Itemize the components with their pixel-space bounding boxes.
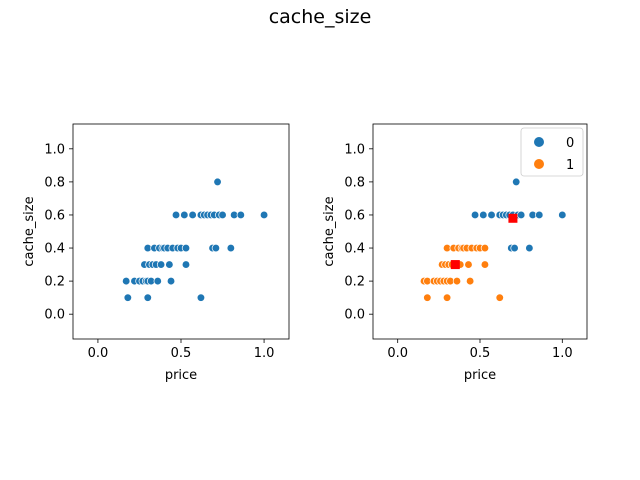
scatter-point [153,276,162,286]
scatter-point [181,260,191,269]
legend-marker [534,159,544,169]
legend-label: 0 [566,136,574,151]
scatter-point [464,260,473,269]
scatter-point [510,243,519,253]
scatter-point [452,276,462,286]
x-tick-label: 0.5 [171,346,192,361]
scatter-point [470,210,480,220]
scatter-point [465,276,475,286]
scatter-point [122,276,131,286]
y-tick-label: 0.0 [44,308,65,323]
y-tick-label: 0.4 [44,242,65,257]
y-axis-label: cache_size [322,196,337,266]
x-tick-label: 0.5 [470,346,491,361]
scatter-point [442,293,452,302]
figure-title: cache_size [268,6,372,28]
x-tick-label: 0.0 [387,346,408,361]
y-tick-label: 0.6 [344,208,365,223]
y-tick-label: 0.4 [344,242,365,257]
scatter-point [180,210,189,220]
scatter-point [218,210,227,220]
legend-marker [534,137,544,147]
scatter-point [558,210,567,220]
cluster-centroid-marker [450,260,460,270]
scatter-point [480,260,490,269]
y-tick-label: 1.0 [344,142,365,157]
scatter-point [535,210,544,220]
y-tick-label: 0.8 [344,175,365,190]
y-tick-label: 0.0 [344,308,365,323]
scatter-point [495,293,504,302]
axes-frame [372,123,588,340]
scatter-point [196,293,206,302]
x-tick-label: 1.0 [254,346,275,361]
scatter-point [213,177,222,187]
y-tick-label: 1.0 [44,142,65,157]
x-axis-label: price [165,368,197,383]
scatter-point [226,243,235,253]
scatter-point [487,210,496,220]
y-tick-label: 0.2 [344,275,365,290]
scatter-point [166,276,176,286]
scatter-point [259,210,269,220]
right-scatter-axes: 0.0 0.5 1.0 0.0 0.2 0.4 0.6 0.8 1.0 price cache_si… [322,123,588,383]
y-axis-label: cache_size [22,196,37,266]
scatter-point [423,293,432,302]
scatter-point [156,260,166,269]
left-scatter-axes: 0.0 0.5 1.0 0.0 0.2 0.4 0.6 0.8 1.0 price cache_si… [22,123,290,383]
legend-label: 1 [566,158,574,173]
scatter-point [165,260,174,269]
y-tick-label: 0.2 [44,275,65,290]
scatter-point [517,210,526,220]
scatter-point [123,293,132,302]
scatter-point [143,293,152,302]
axes-frame [72,123,290,340]
y-tick-label: 0.8 [44,175,65,190]
scatter-point [525,243,534,253]
scatter-point [480,243,490,253]
scatter-point [188,210,197,220]
scatter-point [512,177,521,187]
scatter-point [181,243,191,253]
x-axis-label: price [464,368,496,383]
y-tick-label: 0.6 [44,208,65,223]
scatter-point [236,210,245,220]
scatter-point [479,210,488,220]
scatter-point [171,210,181,220]
x-tick-label: 1.0 [552,346,573,361]
scatter-point [211,243,221,253]
x-tick-label: 0.0 [88,346,109,361]
cluster-centroid-marker [508,213,518,223]
